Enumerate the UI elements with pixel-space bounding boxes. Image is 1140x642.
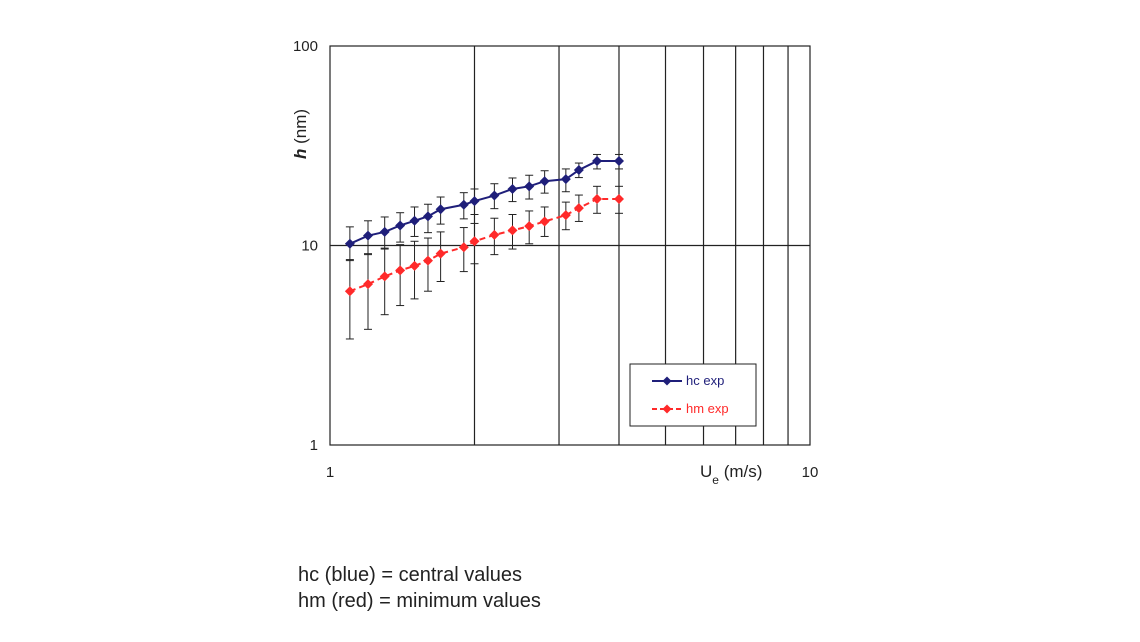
data-point [422, 255, 433, 266]
caption: hc (blue) = central values hm (red) = mi… [298, 562, 541, 614]
series-layer [344, 153, 624, 340]
data-point [458, 199, 469, 210]
data-point [435, 204, 446, 215]
y-axis-label: h (nm) [291, 109, 310, 159]
data-point [395, 220, 406, 231]
data-point [489, 190, 500, 201]
data-point [379, 226, 390, 237]
data-point [435, 248, 446, 259]
y-tick-label-10: 10 [301, 238, 318, 255]
data-point [524, 221, 535, 232]
legend-marker-hc [662, 376, 672, 386]
y-tick-label-100: 100 [293, 38, 318, 55]
legend-box [629, 363, 757, 427]
plot-frame [329, 45, 811, 446]
data-point [539, 216, 550, 227]
y-axis-label-symbol: h [291, 149, 310, 159]
data-point [363, 279, 374, 290]
data-point [409, 215, 420, 226]
data-point [592, 194, 603, 205]
data-point [573, 165, 584, 176]
error-bar [345, 259, 354, 340]
x-axis-label-symbol: U [700, 462, 712, 481]
data-point [458, 242, 469, 253]
data-point [560, 210, 571, 221]
data-point [469, 196, 480, 207]
y-tick-label-1: 1 [310, 437, 318, 454]
data-point [539, 176, 550, 187]
error-bar [364, 253, 373, 330]
data-point [592, 156, 603, 167]
legend: hc exp hm exp [629, 363, 757, 427]
data-point [344, 286, 355, 297]
series-hc-exp [344, 153, 624, 262]
x-tick-label-1: 1 [326, 464, 334, 481]
series-hm-exp [344, 185, 624, 340]
data-point [344, 238, 355, 249]
legend-marker-hm [662, 404, 672, 414]
data-point [379, 271, 390, 282]
data-point [613, 194, 624, 205]
x-tick-labels: 1 10 [326, 464, 819, 481]
data-point [613, 156, 624, 167]
data-point [573, 203, 584, 214]
data-point [524, 181, 535, 192]
data-point [507, 183, 518, 194]
legend-entry-hm: hm exp [686, 401, 729, 416]
data-point [363, 230, 374, 241]
data-point [422, 211, 433, 222]
error-bar [380, 248, 389, 316]
data-point [469, 236, 480, 247]
x-axis-label-unit: (m/s) [719, 462, 762, 481]
x-axis-label-subscript: e [712, 473, 719, 487]
legend-entry-hc: hc exp [686, 373, 724, 388]
x-tick-label-10: 10 [802, 464, 819, 481]
y-axis-label-unit: (nm) [291, 109, 310, 149]
y-tick-labels: 1 10 100 [293, 38, 318, 454]
data-point [560, 174, 571, 185]
data-point [507, 225, 518, 236]
data-point [395, 265, 406, 276]
data-point [409, 260, 420, 271]
data-point [489, 229, 500, 240]
caption-line-central: hc (blue) = central values [298, 564, 523, 586]
caption-line-minimum: hm (red) = minimum values [298, 590, 541, 612]
x-axis-label: Ue (m/s) [700, 462, 762, 487]
grid [330, 46, 810, 445]
